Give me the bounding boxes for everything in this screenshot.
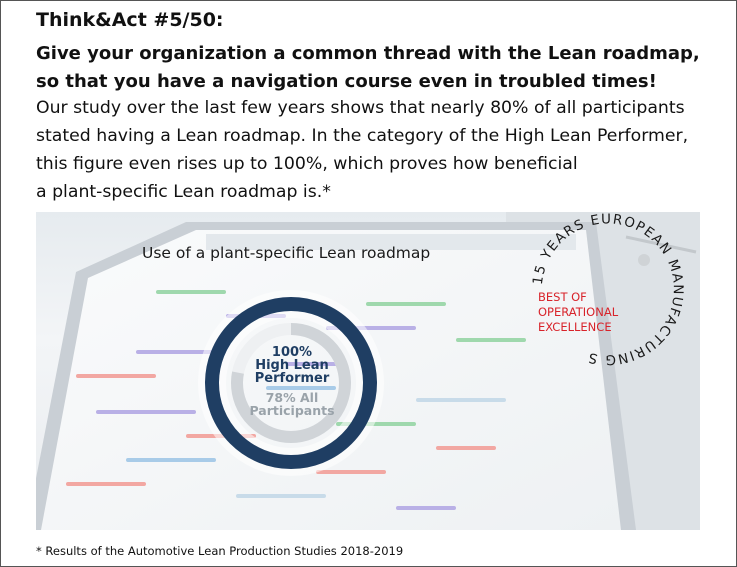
seal-red-line-2: OPERATIONAL: [538, 305, 619, 319]
all-participants-ring: [231, 323, 351, 443]
all-participants-label: 78% All Participants: [237, 391, 347, 417]
gantt-bar: [76, 374, 156, 378]
gantt-bar: [416, 398, 506, 402]
gantt-bar: [366, 302, 446, 306]
high-performer-value: 100%: [271, 345, 313, 360]
body-line-1: Our study over the last few years shows …: [36, 98, 685, 118]
body-line-2: stated having a Lean roadmap. In the cat…: [36, 126, 689, 146]
body-line-4: a plant-specific Lean roadmap is.*: [36, 182, 331, 202]
gantt-bar: [456, 338, 526, 342]
headline-line-2: so that you have a navigation course eve…: [36, 71, 657, 92]
all-participants-name: Participants: [249, 403, 335, 418]
headline-line-1: Give your organization a common thread w…: [36, 43, 700, 64]
gantt-bar: [316, 470, 386, 474]
seal-red-line-3: EXCELLENCE: [538, 320, 612, 334]
gantt-bar: [126, 458, 216, 462]
gantt-bar: [66, 482, 146, 486]
tablet-illustration: [36, 212, 700, 530]
seal-red-text: BEST OF OPERATIONAL EXCELLENCE: [538, 290, 618, 335]
high-performer-name-2: Performer: [254, 371, 330, 386]
all-participants-value: 78% All: [265, 390, 319, 405]
gantt-bar: [396, 506, 456, 510]
seal-red-line-1: BEST OF: [538, 290, 587, 304]
high-performer-label: 100% High Lean Performer: [237, 346, 347, 385]
footnote: * Results of the Automotive Lean Product…: [36, 544, 404, 558]
chart-title: Use of a plant-specific Lean roadmap: [142, 244, 431, 262]
headline: Give your organization a common thread w…: [36, 40, 700, 96]
body-line-3: this figure even rises up to 100%, which…: [36, 154, 578, 174]
body-text: Our study over the last few years shows …: [36, 94, 688, 206]
gantt-bar: [236, 494, 326, 498]
gantt-bar: [286, 362, 346, 366]
gantt-bar: [156, 290, 226, 294]
slide-title: Think&Act #5/50:: [36, 9, 224, 31]
gantt-bar: [436, 446, 496, 450]
high-performer-ring: [205, 297, 377, 469]
tablet-background-image: [36, 212, 700, 530]
high-performer-name-1: High Lean: [255, 358, 329, 373]
gantt-bar: [266, 386, 336, 390]
gantt-bar: [96, 410, 196, 414]
